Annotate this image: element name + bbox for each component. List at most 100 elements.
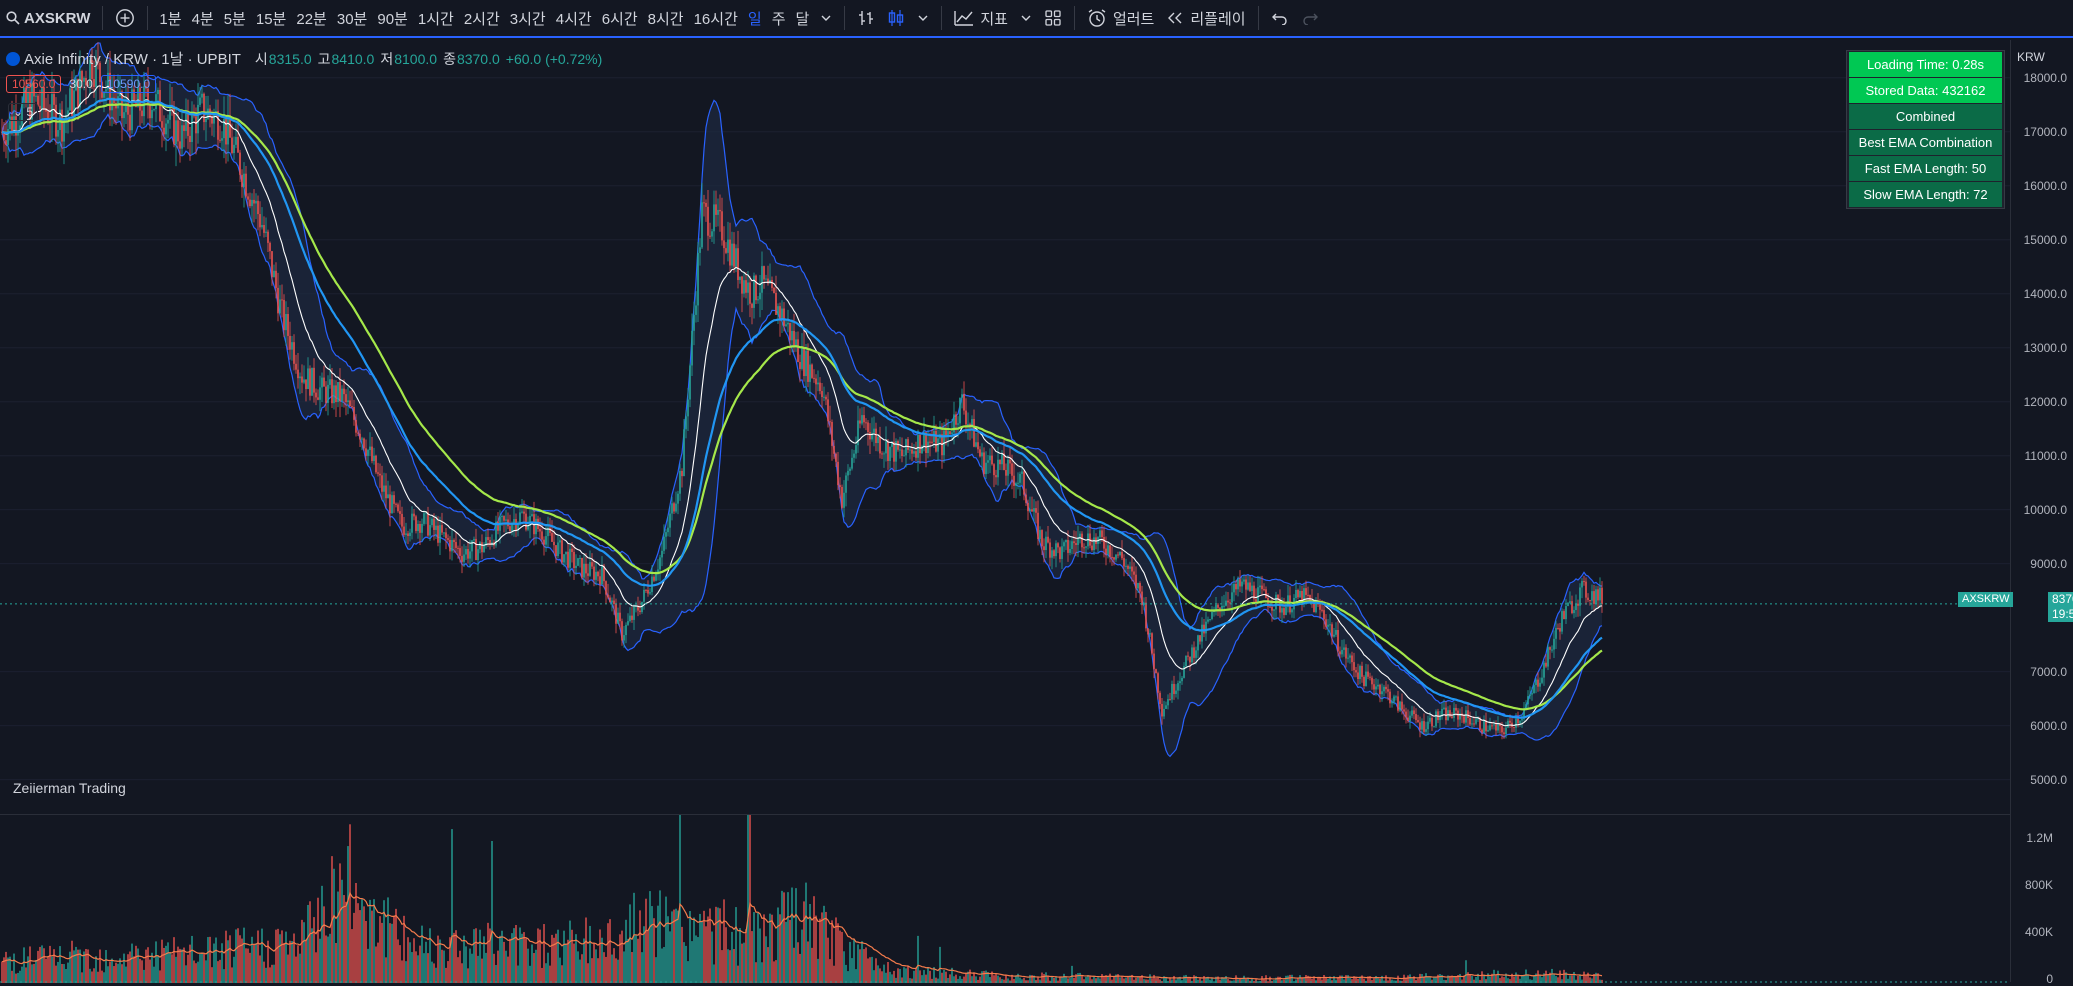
interval-0[interactable]: 1분 bbox=[159, 10, 182, 28]
volume-pane[interactable] bbox=[0, 814, 2010, 983]
candle bbox=[485, 530, 487, 549]
volume-bar bbox=[831, 920, 833, 983]
candle-body bbox=[405, 533, 407, 535]
bar-style-button[interactable] bbox=[851, 0, 881, 37]
candle bbox=[555, 545, 557, 564]
candle-body bbox=[979, 449, 981, 457]
layout-button[interactable] bbox=[1038, 0, 1068, 37]
candle bbox=[617, 607, 619, 624]
volume-bar bbox=[697, 937, 699, 983]
candle bbox=[1169, 692, 1171, 701]
candle-body bbox=[323, 377, 325, 387]
redo-button[interactable] bbox=[1295, 0, 1325, 37]
candle bbox=[433, 513, 435, 541]
replay-button[interactable]: 리플레이 bbox=[1160, 0, 1251, 37]
volume-bar bbox=[163, 947, 165, 983]
interval-14[interactable]: 일 bbox=[747, 10, 762, 28]
interval-4[interactable]: 22분 bbox=[296, 10, 327, 28]
volume-bar bbox=[437, 935, 439, 983]
volume-bar bbox=[1217, 976, 1219, 983]
interval-7[interactable]: 1시간 bbox=[417, 10, 454, 28]
volume-bar bbox=[837, 923, 839, 983]
candle bbox=[1331, 622, 1333, 645]
candle-body bbox=[1431, 717, 1433, 727]
candle bbox=[719, 194, 721, 232]
candle-body bbox=[1533, 685, 1535, 694]
candle bbox=[743, 273, 745, 298]
candle-body bbox=[1119, 551, 1121, 556]
interval-13[interactable]: 16시간 bbox=[693, 10, 738, 28]
interval-11[interactable]: 6시간 bbox=[601, 10, 638, 28]
volume-bar bbox=[1037, 976, 1039, 983]
volume-bar bbox=[7, 957, 9, 983]
chart-type-dropdown[interactable] bbox=[911, 0, 935, 37]
volume-bar bbox=[1427, 976, 1429, 983]
candle bbox=[73, 69, 75, 122]
interval-dropdown[interactable] bbox=[814, 0, 838, 37]
candle bbox=[1505, 721, 1507, 739]
candle bbox=[993, 463, 995, 488]
interval-16[interactable]: 달 bbox=[795, 10, 810, 28]
interval-8[interactable]: 2시간 bbox=[463, 10, 500, 28]
interval-6[interactable]: 90분 bbox=[377, 10, 408, 28]
alert-button[interactable]: 얼러트 bbox=[1081, 0, 1160, 37]
candle-body bbox=[429, 525, 431, 536]
interval-5[interactable]: 30분 bbox=[336, 10, 368, 28]
candle-body bbox=[1399, 701, 1401, 711]
candle bbox=[187, 99, 189, 149]
candle-body bbox=[199, 97, 201, 105]
volume-bar bbox=[1425, 973, 1427, 983]
candle-body bbox=[37, 95, 39, 106]
currency-label[interactable]: KRW bbox=[2017, 50, 2045, 64]
price-chart-svg[interactable] bbox=[0, 40, 2010, 812]
candle bbox=[365, 439, 367, 461]
candle-body bbox=[195, 116, 197, 134]
candle-body bbox=[779, 306, 781, 320]
volume-bar bbox=[73, 950, 75, 983]
interval-2[interactable]: 5분 bbox=[223, 10, 246, 28]
interval-12[interactable]: 8시간 bbox=[647, 10, 684, 28]
candle bbox=[1399, 700, 1401, 713]
candle bbox=[183, 122, 185, 148]
candle-body bbox=[1535, 679, 1537, 686]
candle-body bbox=[383, 485, 385, 492]
indicator-box-red[interactable]: 10560.0 bbox=[6, 75, 62, 93]
price-chart-pane[interactable] bbox=[0, 40, 2010, 812]
volume-bar bbox=[293, 933, 295, 983]
candle bbox=[745, 272, 747, 299]
volume-bar bbox=[1137, 977, 1139, 983]
candle-body bbox=[367, 450, 369, 456]
candles-style-button[interactable] bbox=[881, 0, 911, 37]
volume-bar bbox=[373, 899, 375, 983]
candle bbox=[291, 336, 293, 361]
interval-3[interactable]: 15분 bbox=[255, 10, 287, 28]
indicators-collapse-button[interactable]: ⌄ 5 bbox=[8, 103, 39, 121]
compare-button[interactable] bbox=[109, 0, 141, 37]
candle-body bbox=[445, 532, 447, 539]
candle-body bbox=[503, 516, 505, 521]
candle-body bbox=[711, 231, 713, 237]
volume-bar bbox=[1423, 976, 1425, 983]
candle bbox=[1127, 564, 1129, 577]
volume-bar bbox=[47, 956, 49, 983]
volume-bar bbox=[717, 907, 719, 983]
interval-15[interactable]: 주 bbox=[771, 10, 786, 28]
indicators-button[interactable]: 지표 bbox=[948, 0, 1014, 37]
candle-body bbox=[39, 105, 41, 109]
interval-10[interactable]: 4시간 bbox=[555, 10, 592, 28]
price-scale[interactable]: KRW 18000.0 17000.0 16000.0 15000.0 14000.0 1… bbox=[2010, 40, 2073, 986]
undo-button[interactable] bbox=[1265, 0, 1295, 37]
symbol-search[interactable]: AXSKRW bbox=[0, 0, 96, 37]
volume-bar bbox=[785, 921, 787, 983]
indicators-dropdown[interactable] bbox=[1014, 0, 1038, 37]
volume-chart-svg[interactable] bbox=[0, 815, 2010, 983]
candle bbox=[627, 613, 629, 627]
candle-body bbox=[1285, 606, 1287, 615]
volume-bar bbox=[973, 972, 975, 983]
indicator-box-blue[interactable]: 10590.0 bbox=[100, 75, 157, 93]
volume-bar bbox=[215, 937, 217, 983]
volume-bar bbox=[813, 896, 815, 983]
interval-9[interactable]: 3시간 bbox=[509, 10, 546, 28]
candle bbox=[825, 394, 827, 406]
interval-1[interactable]: 4분 bbox=[191, 10, 214, 28]
